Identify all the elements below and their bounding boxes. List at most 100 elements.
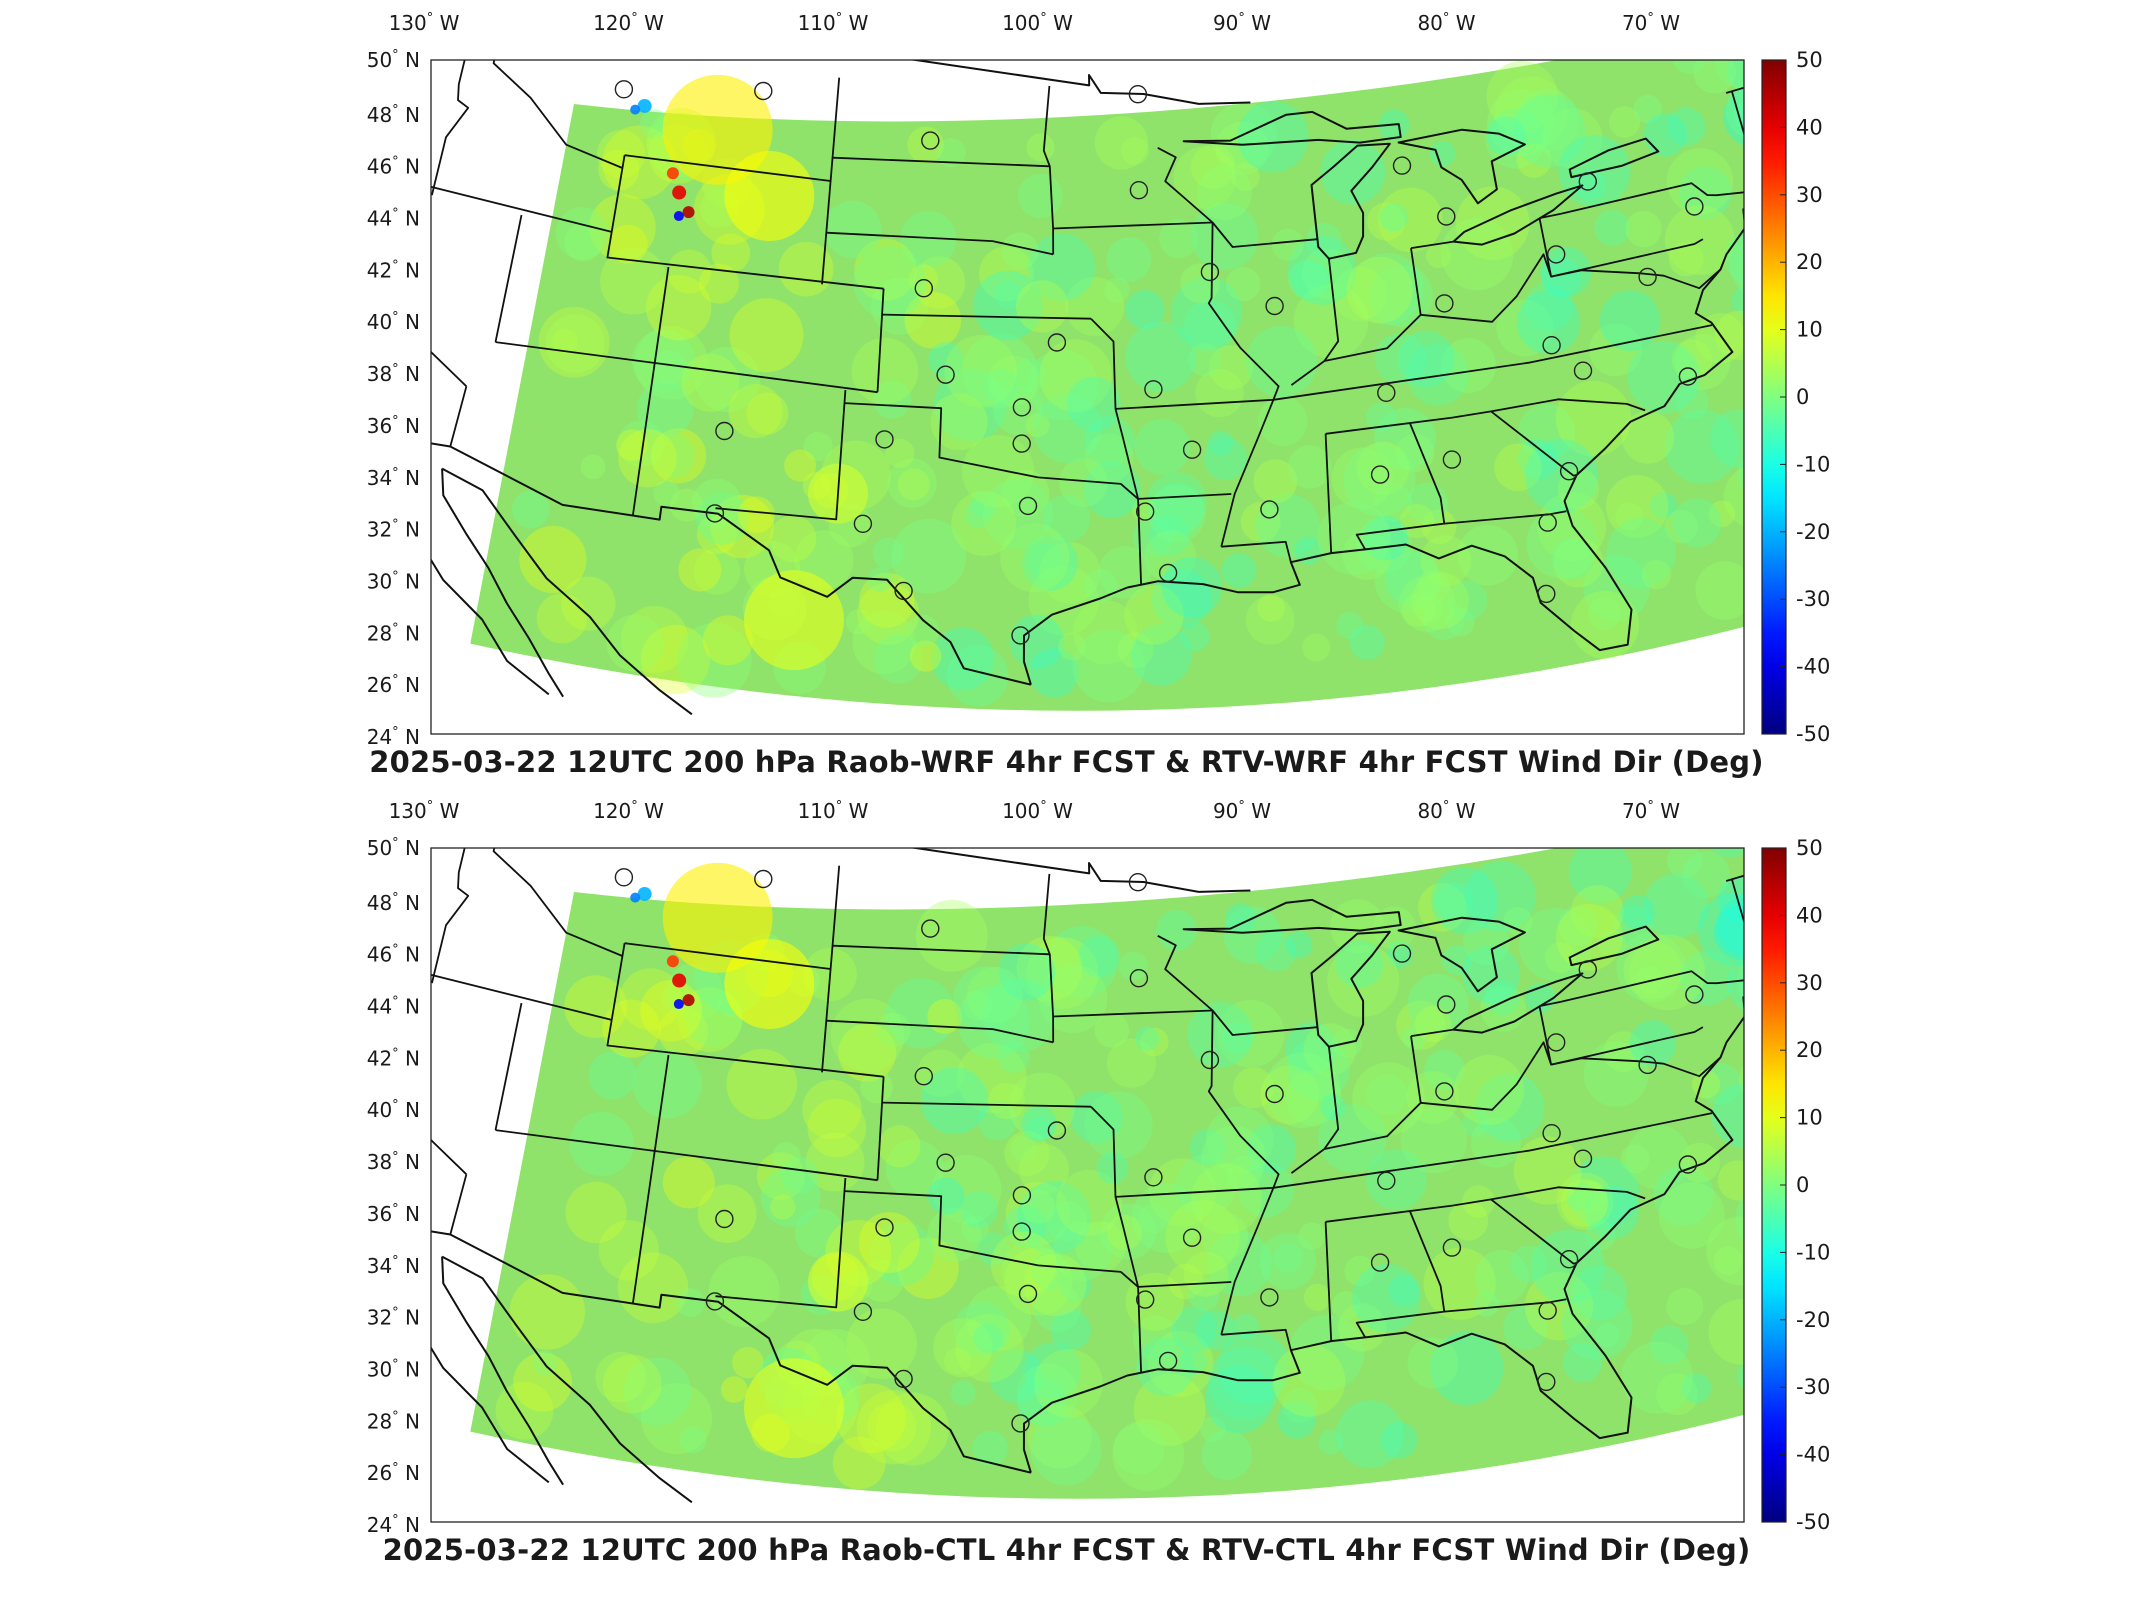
colorbar-tick-label: -40 bbox=[1796, 1443, 1830, 1467]
colorbar-tick-label: -30 bbox=[1796, 587, 1830, 611]
station-marker bbox=[1819, 868, 1836, 885]
latitude-label: 48° N bbox=[367, 103, 420, 127]
station-marker bbox=[1538, 1301, 1557, 1320]
colorbar-tick-label: 0 bbox=[1796, 385, 1809, 409]
longitude-label: 70° W bbox=[1622, 11, 1680, 35]
station-marker bbox=[875, 1218, 894, 1237]
latitude-label: 38° N bbox=[367, 362, 420, 386]
latitude-label: 24° N bbox=[367, 1513, 420, 1537]
station-marker bbox=[1377, 1171, 1396, 1190]
station-marker bbox=[715, 421, 734, 441]
station-marker bbox=[1047, 1121, 1067, 1140]
station-marker bbox=[1011, 1414, 1030, 1433]
latitude-label: 28° N bbox=[367, 1409, 420, 1433]
latitude-label: 40° N bbox=[367, 310, 420, 334]
station-marker bbox=[754, 869, 773, 889]
latitude-label: 42° N bbox=[367, 1046, 420, 1070]
latitude-label: 40° N bbox=[367, 1098, 420, 1122]
station-marker bbox=[705, 504, 725, 523]
longitude-labels: 130° W 120° W 110° W 100° W 90° W 80° W 70° W bbox=[389, 799, 1681, 823]
station-marker bbox=[1546, 1033, 1566, 1052]
station-marker bbox=[1546, 245, 1566, 264]
colorbar-tick-label: 40 bbox=[1796, 903, 1823, 927]
station-marker bbox=[1678, 1155, 1698, 1174]
latitude-label: 44° N bbox=[367, 995, 420, 1019]
station-marker bbox=[1047, 333, 1067, 352]
wind-direction-field bbox=[470, 848, 1744, 1499]
latitude-label: 34° N bbox=[367, 466, 420, 490]
station-marker bbox=[1012, 434, 1031, 453]
station-marker bbox=[1573, 1149, 1593, 1168]
station-marker bbox=[1128, 84, 1148, 104]
colorbar-tick-label: -20 bbox=[1796, 1308, 1830, 1332]
latitude-label: 46° N bbox=[367, 943, 420, 967]
station-marker bbox=[936, 1153, 955, 1172]
station-marker bbox=[1578, 172, 1598, 191]
station-marker bbox=[1012, 398, 1032, 417]
station-marker bbox=[1018, 496, 1038, 516]
station-marker bbox=[1578, 960, 1598, 979]
latitude-label: 44° N bbox=[367, 207, 420, 231]
map-figure: 130° W 120° W 110° W 100° W 90° W 80° W 70° W … bbox=[367, 799, 1836, 1537]
latitude-label: 36° N bbox=[367, 1202, 420, 1226]
latitude-label: 46° N bbox=[367, 155, 420, 179]
station-marker bbox=[614, 80, 634, 99]
colorbar-tick-label: 0 bbox=[1796, 1173, 1809, 1197]
latitude-label: 42° N bbox=[367, 258, 420, 282]
station-marker bbox=[1158, 1351, 1178, 1371]
colorbar-tick-label: -10 bbox=[1796, 1240, 1830, 1264]
colorbar-tick-label: -50 bbox=[1796, 1510, 1830, 1534]
longitude-label: 120° W bbox=[593, 799, 664, 823]
colorbar-tick-label: -20 bbox=[1796, 520, 1830, 544]
latitude-label: 24° N bbox=[367, 725, 420, 749]
station-marker bbox=[1542, 1124, 1561, 1143]
colorbar-tick-label: -10 bbox=[1796, 452, 1830, 476]
colorbar: 50 40 30 20 10 0 -10 -20 -30 -40 -50 bbox=[1761, 48, 1830, 746]
state-boundaries bbox=[431, 848, 1744, 1504]
station-marker bbox=[936, 365, 955, 384]
station-marker bbox=[1182, 440, 1202, 459]
station-marker bbox=[1128, 872, 1148, 892]
longitude-label: 80° W bbox=[1417, 799, 1475, 823]
station-marker bbox=[1144, 1168, 1163, 1187]
station-marker bbox=[1392, 156, 1412, 175]
map-panel-raob-wrf: 130° W 120° W 110° W 100° W 90° W 80° W 70° W … bbox=[367, 11, 1836, 779]
longitude-label: 110° W bbox=[798, 11, 869, 35]
raob-stations bbox=[614, 868, 1836, 1433]
station-marker bbox=[1435, 294, 1454, 313]
station-marker bbox=[914, 279, 933, 298]
station-marker bbox=[1685, 197, 1704, 216]
longitude-label: 100° W bbox=[1002, 799, 1073, 823]
station-marker bbox=[921, 131, 940, 150]
longitude-label: 100° W bbox=[1002, 11, 1073, 35]
colorbar-tick-label: 10 bbox=[1796, 1106, 1823, 1130]
colorbar-tick-label: 50 bbox=[1796, 48, 1823, 72]
latitude-label: 50° N bbox=[367, 836, 420, 860]
longitude-label: 130° W bbox=[389, 799, 460, 823]
station-marker bbox=[1158, 563, 1178, 583]
latitude-labels: 50° N 48° N 46° N 44° N 42° N 40° N 38° N 36° N… bbox=[367, 48, 420, 749]
raob-stations bbox=[614, 80, 1836, 645]
station-marker bbox=[1442, 1238, 1462, 1257]
latitude-label: 38° N bbox=[367, 1150, 420, 1174]
station-marker bbox=[1260, 500, 1279, 519]
latitude-label: 36° N bbox=[367, 414, 420, 438]
station-marker bbox=[1819, 80, 1836, 97]
station-marker bbox=[1370, 1253, 1390, 1272]
station-marker bbox=[1129, 968, 1149, 988]
longitude-label: 130° W bbox=[389, 11, 460, 35]
latitude-label: 30° N bbox=[367, 570, 420, 594]
colorbar-tick-label: -50 bbox=[1796, 722, 1830, 746]
map-frame bbox=[430, 847, 1745, 1523]
station-marker bbox=[1200, 262, 1220, 282]
station-marker bbox=[754, 81, 773, 101]
station-marker bbox=[1018, 1284, 1038, 1304]
colorbar: 50 40 30 20 10 0 -10 -20 -30 -40 -50 bbox=[1761, 836, 1830, 1534]
latitude-label: 34° N bbox=[367, 1254, 420, 1278]
station-marker bbox=[875, 430, 894, 449]
latitude-label: 26° N bbox=[367, 1461, 420, 1485]
map-figure: 130° W 120° W 110° W 100° W 90° W 80° W 70° W … bbox=[367, 11, 1836, 749]
station-marker bbox=[705, 1292, 725, 1311]
station-marker bbox=[1638, 1055, 1657, 1075]
station-marker bbox=[1377, 383, 1396, 402]
